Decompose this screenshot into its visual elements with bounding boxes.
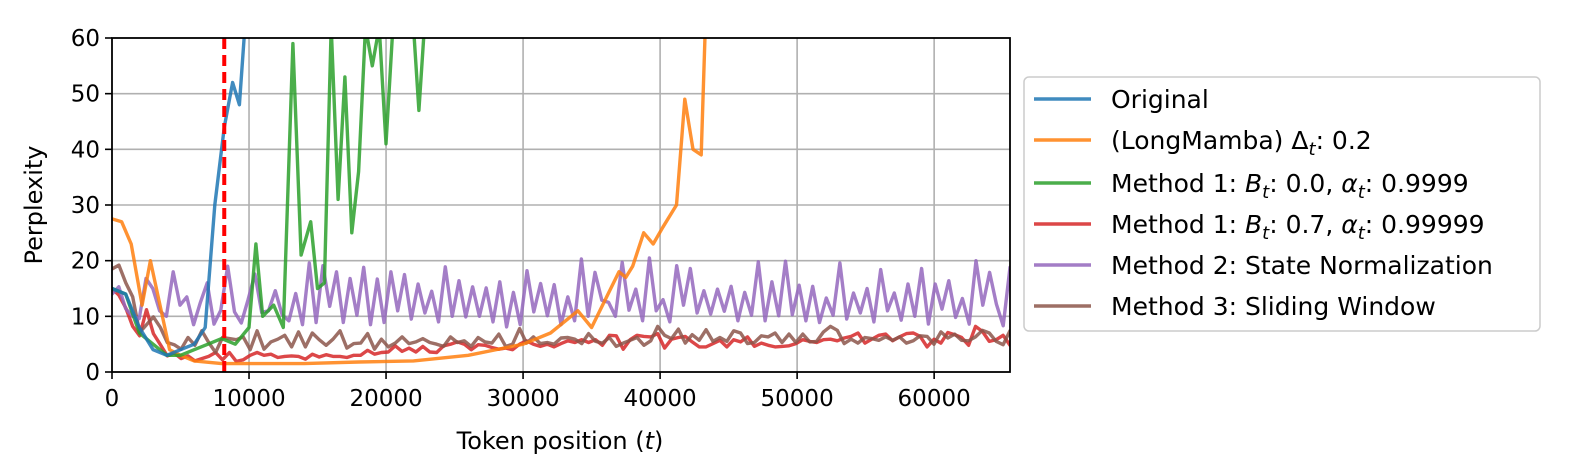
x-tick-label: 10000: [212, 386, 285, 412]
legend-label-method1-a: Method 1: Bt: 0.0, αt: 0.9999: [1111, 169, 1469, 203]
legend-item-original: Original: [1034, 85, 1209, 114]
x-tick-label: 0: [105, 386, 120, 412]
series-method3: [112, 263, 1010, 355]
legend-item-longmamba: (LongMamba) Δt: 0.2: [1034, 126, 1372, 160]
series-method1-b: [112, 286, 1010, 364]
series-original: [112, 38, 246, 357]
legend-item-method1-b: Method 1: Bt: 0.7, αt: 0.99999: [1034, 210, 1485, 244]
legend-item-method2: Method 2: State Normalization: [1034, 251, 1493, 280]
y-tick-label: 10: [71, 304, 100, 330]
y-tick-label: 40: [71, 137, 100, 163]
y-tick-label: 20: [71, 249, 100, 275]
y-axis-label: Perplexity: [20, 146, 48, 265]
legend-label-longmamba: (LongMamba) Δt: 0.2: [1111, 126, 1372, 160]
legend: Original (LongMamba) Δt: 0.2 Method 1: B…: [1023, 76, 1541, 332]
x-tick-label: 60000: [898, 386, 971, 412]
x-axis-label: Token position (t): [456, 427, 664, 455]
series-method1-a: [112, 38, 426, 357]
x-axis-label-var: t: [645, 427, 656, 455]
legend-item-method3: Method 3: Sliding Window: [1034, 292, 1436, 321]
legend-label-method2: Method 2: State Normalization: [1111, 251, 1493, 280]
x-axis-label-text: Token position (: [456, 427, 645, 455]
legend-label-method1-b: Method 1: Bt: 0.7, αt: 0.99999: [1111, 210, 1485, 244]
ticks: 0 10000 20000 30000 40000 50000 60000 0 10 20 30 40…: [71, 26, 971, 412]
y-tick-label: 30: [71, 193, 100, 219]
x-tick-label: 20000: [349, 386, 422, 412]
x-axis-label-close: ): [654, 427, 663, 455]
x-tick-label: 50000: [761, 386, 834, 412]
y-tick-label: 50: [71, 82, 100, 108]
y-tick-label: 0: [85, 360, 100, 386]
x-tick-label: 30000: [486, 386, 559, 412]
x-tick-label: 40000: [624, 386, 697, 412]
legend-label-method3: Method 3: Sliding Window: [1111, 292, 1436, 321]
legend-frame: [1023, 76, 1541, 332]
legend-label-original: Original: [1111, 85, 1209, 114]
y-tick-label: 60: [71, 26, 100, 52]
legend-item-method1-a: Method 1: Bt: 0.0, αt: 0.9999: [1034, 169, 1469, 203]
series-longmamba: [112, 38, 707, 366]
series-layer: [112, 38, 1010, 366]
